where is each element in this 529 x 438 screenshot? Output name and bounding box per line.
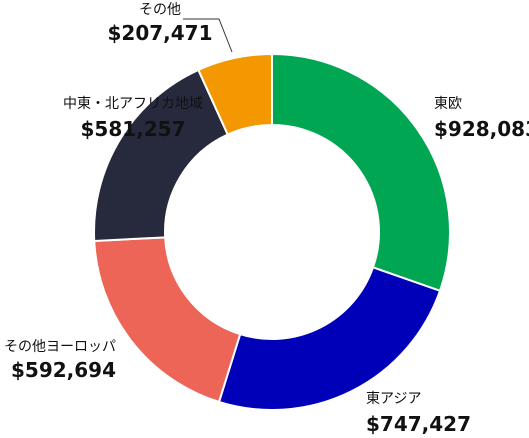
donut-slice <box>93 68 230 243</box>
donut-slice <box>217 266 442 411</box>
donut-slices <box>93 52 451 411</box>
slice-category-label: 東欧 <box>434 96 462 112</box>
slice-labels: 東欧 $928,083 東アジア $747,427 その他ヨーロッパ $592,694 中東… <box>4 2 529 436</box>
donut-slice <box>271 52 451 293</box>
slice-value-label: $928,083 <box>434 117 529 141</box>
slice-category-label: 東アジア <box>366 391 421 407</box>
slice-value-label: $581,257 <box>80 117 185 141</box>
slice-value-label: $207,471 <box>107 21 212 45</box>
leader-lines <box>183 18 233 53</box>
donut-slice <box>197 52 273 136</box>
slice-category-label: その他ヨーロッパ <box>4 339 116 355</box>
slice-value-label: $747,427 <box>366 412 471 436</box>
donut-slice <box>93 236 242 404</box>
slice-category-label: 中東・北アフリカ地域 <box>63 96 203 112</box>
slice-value-label: $592,694 <box>11 358 116 382</box>
leader-line <box>183 18 233 53</box>
slice-category-label: その他 <box>139 2 181 18</box>
